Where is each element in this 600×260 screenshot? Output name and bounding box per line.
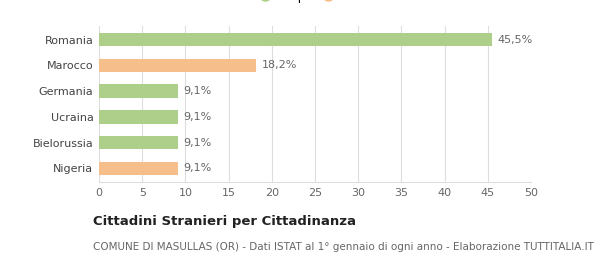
Text: COMUNE DI MASULLAS (OR) - Dati ISTAT al 1° gennaio di ogni anno - Elaborazione T: COMUNE DI MASULLAS (OR) - Dati ISTAT al … (93, 242, 594, 252)
Text: Cittadini Stranieri per Cittadinanza: Cittadini Stranieri per Cittadinanza (93, 214, 356, 228)
Text: 45,5%: 45,5% (497, 35, 533, 45)
Bar (99, 84, 178, 98)
Bar (99, 33, 492, 47)
Text: 9,1%: 9,1% (183, 163, 211, 173)
Bar (99, 110, 178, 124)
Text: 9,1%: 9,1% (183, 138, 211, 147)
Text: 18,2%: 18,2% (262, 61, 297, 70)
Bar (99, 59, 256, 72)
Legend: Europa, Africa: Europa, Africa (257, 0, 373, 8)
Bar (99, 161, 178, 175)
Text: 9,1%: 9,1% (183, 86, 211, 96)
Bar (99, 136, 178, 149)
Text: 9,1%: 9,1% (183, 112, 211, 122)
